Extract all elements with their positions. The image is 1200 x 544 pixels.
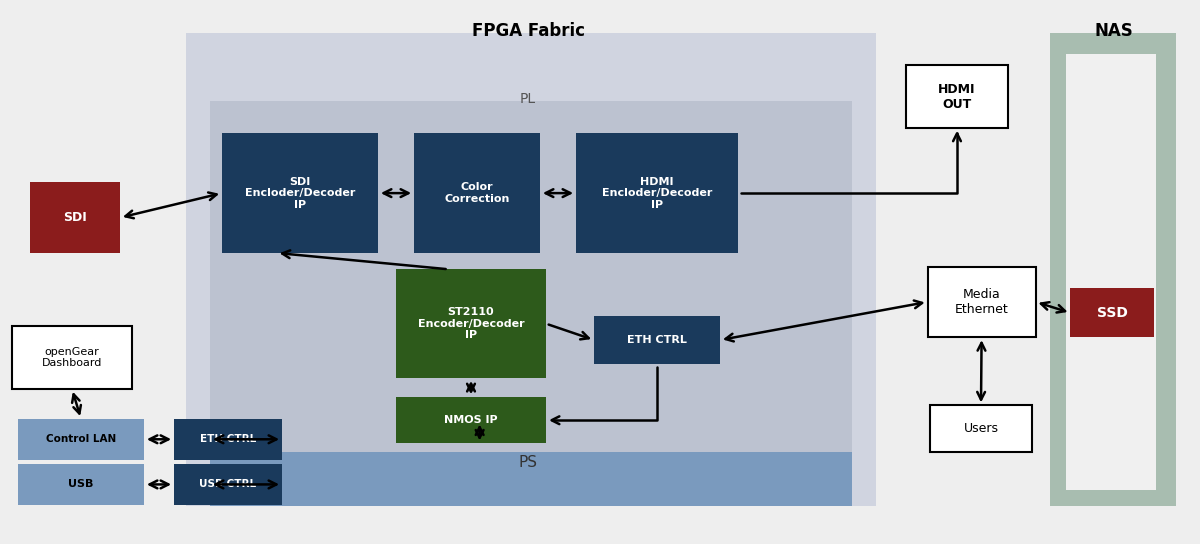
- Text: USB: USB: [68, 479, 94, 490]
- FancyBboxPatch shape: [594, 316, 720, 364]
- Text: NMOS IP: NMOS IP: [444, 415, 498, 425]
- Text: ST2110
Encoder/Decoder
IP: ST2110 Encoder/Decoder IP: [418, 307, 524, 341]
- Text: PS: PS: [518, 455, 538, 470]
- FancyBboxPatch shape: [1070, 288, 1154, 337]
- FancyBboxPatch shape: [18, 464, 144, 505]
- FancyBboxPatch shape: [1050, 33, 1176, 506]
- FancyBboxPatch shape: [930, 405, 1032, 452]
- FancyBboxPatch shape: [906, 65, 1008, 128]
- FancyBboxPatch shape: [186, 33, 876, 506]
- Text: Control LAN: Control LAN: [46, 434, 116, 444]
- Text: ETH CTRL: ETH CTRL: [628, 335, 686, 345]
- Text: NAS: NAS: [1094, 22, 1133, 40]
- FancyBboxPatch shape: [928, 267, 1036, 337]
- Text: Users: Users: [964, 422, 998, 435]
- Text: Color
Correction: Color Correction: [444, 182, 510, 204]
- FancyBboxPatch shape: [210, 422, 852, 506]
- Text: PL: PL: [520, 92, 536, 107]
- FancyBboxPatch shape: [1066, 54, 1156, 490]
- Text: SSD: SSD: [1097, 306, 1128, 320]
- Text: HDMI
Encloder/Decoder
IP: HDMI Encloder/Decoder IP: [602, 176, 712, 210]
- Text: ETH CTRL: ETH CTRL: [200, 434, 256, 444]
- FancyBboxPatch shape: [210, 101, 852, 452]
- FancyBboxPatch shape: [174, 464, 282, 505]
- FancyBboxPatch shape: [174, 419, 282, 460]
- FancyBboxPatch shape: [396, 269, 546, 378]
- FancyBboxPatch shape: [576, 133, 738, 253]
- FancyBboxPatch shape: [414, 133, 540, 253]
- FancyBboxPatch shape: [30, 182, 120, 253]
- Text: SDI
Encloder/Decoder
IP: SDI Encloder/Decoder IP: [245, 176, 355, 210]
- FancyBboxPatch shape: [396, 397, 546, 443]
- Text: USB CTRL: USB CTRL: [199, 479, 257, 490]
- Text: FPGA Fabric: FPGA Fabric: [472, 22, 584, 40]
- FancyBboxPatch shape: [222, 133, 378, 253]
- Text: SDI: SDI: [64, 211, 86, 224]
- Text: Media
Ethernet: Media Ethernet: [955, 288, 1008, 316]
- FancyBboxPatch shape: [12, 326, 132, 389]
- Text: openGear
Dashboard: openGear Dashboard: [42, 347, 102, 368]
- Text: HDMI
OUT: HDMI OUT: [938, 83, 976, 110]
- FancyBboxPatch shape: [18, 419, 144, 460]
